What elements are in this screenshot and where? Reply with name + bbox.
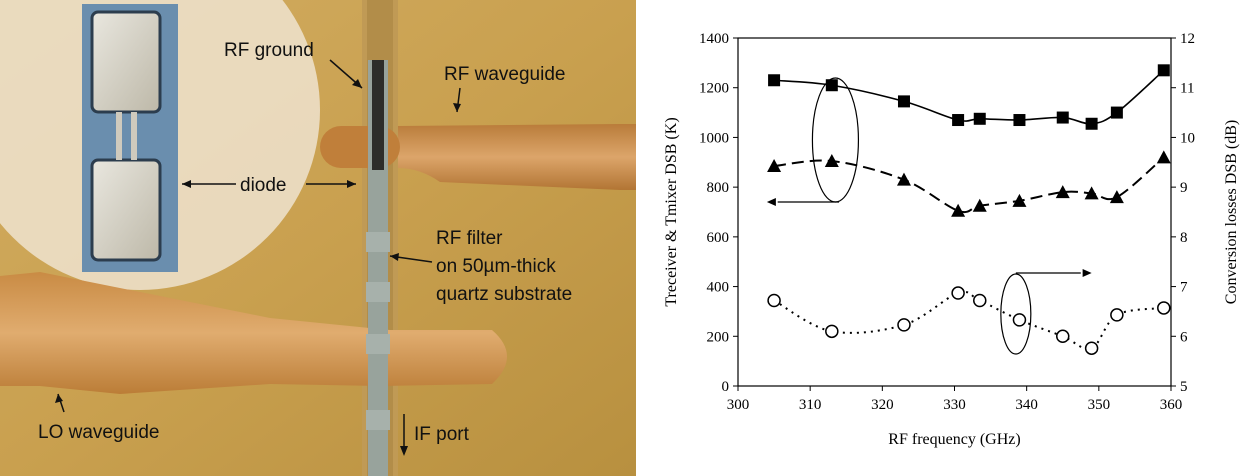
series-2-point [1084,186,1099,200]
plot-area: 300 310 320 330 340 350 360 0 200 400 600 800 1000 12… [699,31,1195,413]
series-1-line [774,69,1165,125]
series-2-point [1109,190,1124,204]
series-3-point [1056,329,1070,344]
series-3-point [1012,313,1027,327]
series-3-line [773,290,1164,350]
series-3-point [1157,301,1171,315]
series-3-point [1110,308,1124,322]
y-left-tick-label: 1000 [699,130,729,146]
x-axis-label: RF frequency (GHz) [888,431,1020,448]
y-left-tick-label: 800 [707,180,730,196]
series-2-point [824,154,839,168]
series-2-point [1012,193,1027,207]
performance-chart: 300 310 320 330 340 350 360 0 200 400 600 800 1000 12… [663,31,1240,448]
rf-filter-label-line3: quartz substrate [436,284,572,305]
series-1-point [1085,117,1098,130]
series-2-point [767,159,782,173]
series-1-point [973,112,986,125]
right-axis-indicator-arrowhead [1082,269,1092,277]
y-right-tick-label: 9 [1180,180,1188,196]
rf-waveguide-label: RF waveguide [444,64,565,85]
y-left-tick-label: 400 [707,280,730,296]
left-axis-indicator-ellipse [811,77,860,203]
x-tick-label: 300 [727,397,750,413]
series-2-point [1156,150,1171,164]
series-2-point [896,172,911,186]
y-axis-right-label: Conversion losses DSB (dB) [1223,120,1240,304]
y-right-tick-label: 11 [1180,81,1194,97]
series-1-point [1013,114,1026,127]
series-2-line [773,156,1165,214]
rf-ground-label: RF ground [224,40,314,61]
y-left-tick-label: 600 [707,230,730,246]
series-1-point [1157,64,1170,77]
series-1-point [1056,111,1069,124]
series-2-point [951,203,966,217]
series-1-point [1110,106,1123,119]
y-right-tick-label: 10 [1180,130,1195,146]
y-left-tick-label: 0 [722,379,730,395]
rf-filter-label-line2: on 50µm-thick [436,256,556,277]
x-tick-label: 340 [1015,397,1038,413]
series-3-point [767,293,781,308]
x-tick-label: 360 [1160,397,1183,413]
y-axis-left-label: Treceiver & Tmixer DSB (K) [663,117,680,306]
left-axis-indicator-arrowhead [766,198,776,206]
series-3-point [951,286,965,300]
series-1-point [825,79,838,92]
series-2-point [1055,185,1070,199]
y-right-tick-label: 12 [1180,31,1195,47]
y-left-tick-label: 1200 [699,81,729,97]
series-3-point [1084,341,1099,355]
series-1-point [768,74,781,87]
x-tick-label: 310 [799,397,822,413]
y-left-tick-label: 200 [707,329,730,345]
rf-filter-label-line1: RF filter [436,228,503,249]
series-3-point [897,318,911,332]
y-left-tick-label: 1400 [699,31,729,47]
lo-waveguide-label: LO waveguide [38,422,159,443]
mixer-photo: RF ground RF waveguide diode RF filter o… [0,0,636,476]
series-1-point [897,95,910,108]
diode-label: diode [240,175,287,196]
series-1-point [952,114,965,127]
y-right-tick-label: 5 [1180,379,1188,395]
series-3-point [973,293,987,308]
y-right-tick-label: 7 [1180,280,1188,296]
right-axis-indicator-ellipse [1000,273,1032,355]
y-right-tick-label: 6 [1180,329,1188,345]
y-right-tick-label: 8 [1180,230,1188,246]
if-port-label: IF port [414,424,470,445]
series-3-point [825,324,839,339]
x-tick-label: 330 [943,397,966,413]
x-tick-label: 320 [871,397,894,413]
series-2-point [972,198,987,212]
x-tick-label: 350 [1088,397,1111,413]
